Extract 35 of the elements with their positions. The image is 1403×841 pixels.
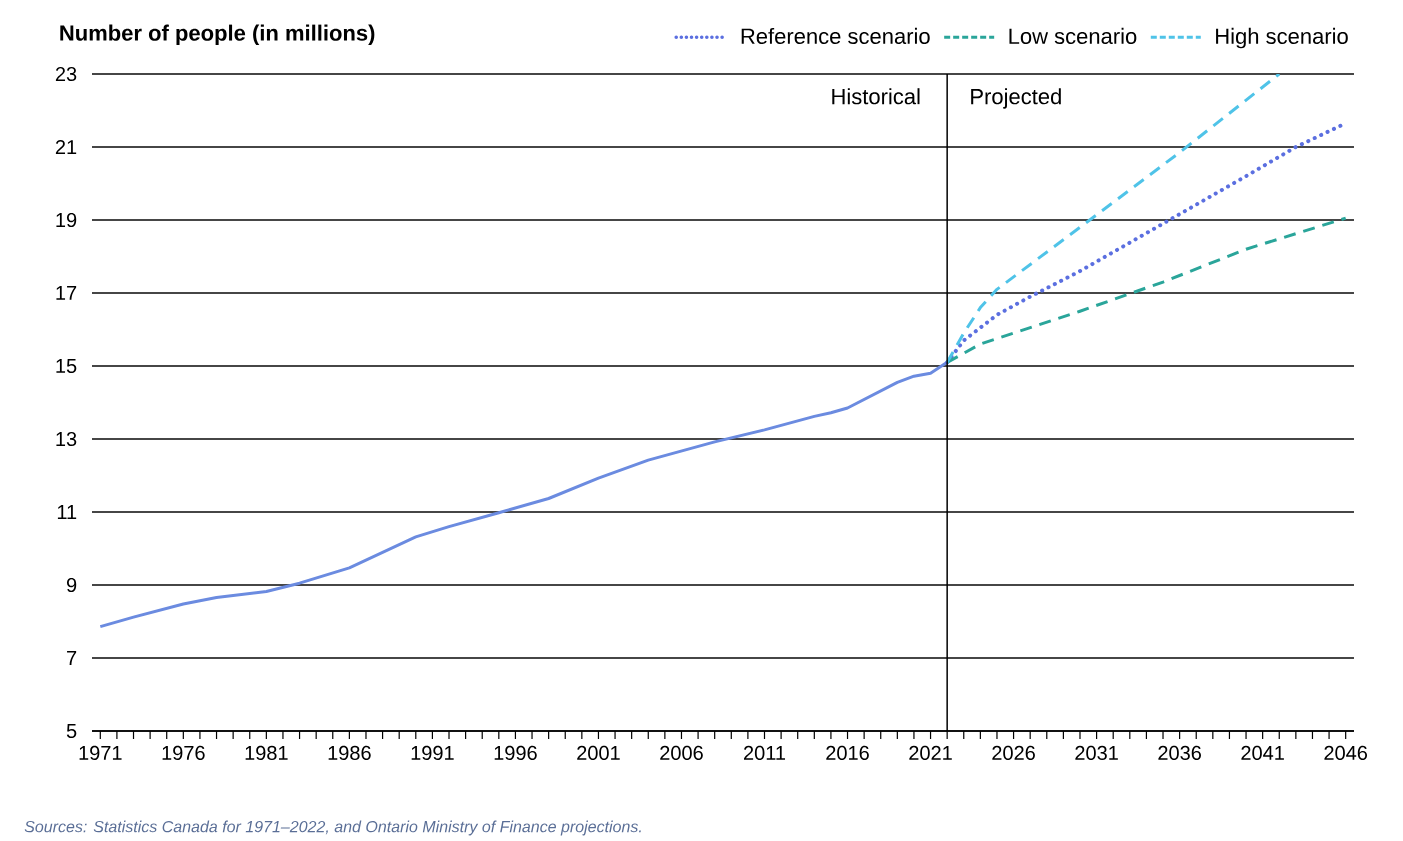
annotation: Projected: [971, 88, 1061, 109]
y-tick-label: 13: [56, 431, 77, 447]
x-tick-label: 2021: [909, 745, 952, 761]
x-tick-label: 2031: [1075, 745, 1118, 761]
y-tick-label: 7: [67, 651, 77, 665]
y-tick-label: 9: [66, 577, 77, 593]
y-tick-label: 21: [55, 140, 77, 154]
x-tick-label: 1971: [79, 745, 122, 761]
x-tick-label: 2001: [577, 745, 620, 761]
y-axis-title: Number of people (in millions): [60, 24, 375, 46]
source-note: Sources: Statistics Canada for 1971–2022, and Ontario Ministry of Finance projections.: [24, 820, 641, 836]
x-tick-label: 2006: [660, 745, 703, 761]
legend-label: Low scenario: [1009, 27, 1137, 45]
x-tick-label: 1986: [328, 745, 371, 761]
x-tick-label: 1996: [494, 745, 537, 761]
y-tick-label: 15: [56, 359, 77, 373]
y-tick-label: 19: [56, 212, 77, 228]
x-tick-label: 2016: [826, 745, 869, 761]
x-tick-label: 2026: [992, 745, 1035, 761]
x-tick-label: 1981: [245, 745, 288, 761]
x-tick-label: 2011: [744, 745, 786, 761]
x-tick-label: 1991: [411, 745, 454, 761]
legend-label: Reference scenario: [741, 27, 930, 45]
y-tick-label: 17: [56, 286, 77, 300]
y-tick-label: 5: [66, 724, 77, 738]
x-tick-label: 1976: [162, 745, 205, 761]
x-tick-label: 2046: [1324, 745, 1368, 761]
legend-label: High scenario: [1216, 27, 1348, 49]
x-tick-label: 2041: [1241, 745, 1284, 761]
y-tick-label: 11: [57, 505, 77, 519]
line-series: [98, 360, 949, 629]
y-tick-label: 23: [55, 66, 77, 82]
annotation: Historical: [832, 88, 920, 105]
x-tick-label: 2036: [1158, 745, 1201, 761]
line-series: [945, 73, 1281, 364]
